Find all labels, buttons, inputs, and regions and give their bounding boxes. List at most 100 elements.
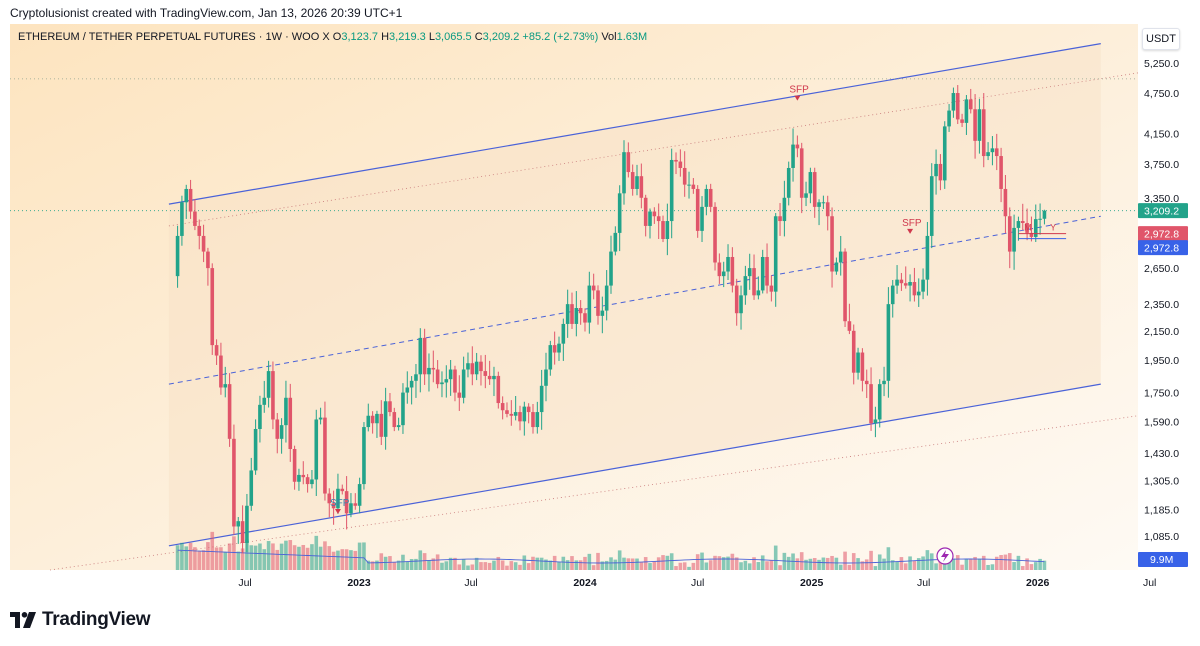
volume-bar: [639, 561, 644, 570]
volume-bar: [258, 543, 262, 570]
candle-body: [856, 352, 860, 373]
candle-body: [578, 308, 583, 314]
volume-bar: [236, 551, 241, 570]
candle-body: [600, 310, 605, 316]
volume-tag-label: 9.9M: [1150, 554, 1173, 566]
candle-body: [847, 321, 852, 331]
high-value: 3,219.3: [389, 31, 426, 43]
sfp-label: SFP: [789, 85, 809, 96]
candle-body: [817, 202, 821, 207]
level-label: M: [1024, 223, 1032, 233]
volume-bar: [986, 564, 990, 570]
volume-bar: [531, 556, 535, 570]
volume-bar: [596, 552, 600, 570]
volume-bar: [626, 558, 631, 570]
volume-bar: [578, 560, 583, 570]
volume-bar: [180, 542, 184, 570]
volume-bar: [548, 560, 553, 570]
volume-bar: [479, 562, 483, 570]
candle-body: [526, 406, 531, 413]
chart-legend: ETHEREUM / TETHER PERPETUAL FUTURES · 1W…: [18, 31, 647, 43]
volume-bar: [886, 547, 891, 570]
volume-bar: [1042, 560, 1047, 570]
candle-body: [418, 337, 423, 375]
volume-label: Vol: [601, 31, 617, 43]
volume-bar: [375, 560, 379, 570]
volume-bar: [518, 564, 522, 570]
volume-bar: [973, 556, 977, 570]
candle-body: [336, 488, 340, 509]
volume-bar: [799, 552, 804, 570]
candle-body: [531, 412, 535, 428]
candle-body: [292, 449, 297, 482]
volume-bar: [955, 555, 960, 570]
volume-bar: [487, 562, 492, 570]
candle-body: [864, 380, 869, 385]
volume-bar: [344, 549, 349, 570]
volume-bar: [188, 542, 193, 570]
volume-bar: [838, 564, 843, 570]
candle-body: [505, 410, 509, 414]
candle-body: [362, 427, 366, 485]
volume-bar: [227, 543, 232, 570]
candle-body: [552, 345, 557, 353]
volume-bar: [1012, 562, 1016, 570]
volume-bar: [496, 556, 501, 570]
candle-body: [509, 413, 514, 416]
candle-body: [617, 193, 622, 233]
candle-body: [297, 474, 301, 482]
volume-bar: [656, 557, 661, 570]
candle-body: [687, 184, 691, 186]
y-tick-label: 1,750.0: [1144, 388, 1179, 400]
candle-body: [587, 285, 592, 323]
volume-bar: [691, 562, 696, 570]
candle-body: [245, 505, 249, 543]
candle-body: [791, 144, 795, 168]
volume-bar: [1029, 564, 1034, 570]
price-chart[interactable]: SFP SFP SFP M Y 5,250.0 4,750.0 4,150.0 3,750.0…: [10, 24, 1190, 594]
candle-body: [877, 384, 882, 420]
candle-body: [193, 211, 197, 226]
footer-brand[interactable]: TradingView: [10, 608, 151, 632]
candle-body: [951, 93, 956, 111]
candle-body: [934, 163, 938, 177]
candle-body: [1038, 218, 1042, 220]
volume-bar: [717, 556, 722, 570]
currency-button[interactable]: USDT: [1142, 28, 1180, 50]
candle-body: [730, 256, 735, 286]
volume-bar: [1025, 558, 1029, 570]
candle-body: [1020, 221, 1025, 223]
y-tick-label: 1,950.0: [1144, 355, 1179, 367]
chart-area[interactable]: SFP SFP SFP M Y 5,250.0 4,750.0 4,150.0 3,750.0…: [10, 24, 1190, 594]
candle-body: [908, 282, 912, 286]
candle-body: [379, 413, 384, 437]
candle-body: [392, 412, 397, 428]
volume-bar: [214, 547, 219, 570]
candle-body: [249, 470, 254, 506]
candle-body: [539, 385, 544, 413]
y-tick-label: 2,650.0: [1144, 263, 1179, 275]
candle-body: [271, 371, 275, 420]
volume-bar: [600, 561, 605, 570]
candle-body: [284, 397, 288, 426]
volume-bar: [648, 563, 652, 570]
symbol-title[interactable]: ETHEREUM / TETHER PERPETUAL FUTURES · 1W…: [18, 31, 330, 43]
candle-body: [916, 291, 921, 296]
volume-bar: [669, 553, 674, 570]
candle-body: [548, 345, 553, 370]
candle-body: [409, 380, 414, 388]
y-tick-label: 2,350.0: [1144, 299, 1179, 311]
candle-body: [262, 397, 267, 405]
candle-body: [474, 361, 479, 375]
volume-bar: [808, 558, 813, 570]
candle-body: [1042, 210, 1047, 219]
volume-bar: [583, 556, 587, 570]
volume-bar: [284, 540, 288, 570]
y-tick-label: 1,085.0: [1144, 531, 1179, 543]
candle-body: [721, 271, 726, 277]
volume-bar: [340, 549, 345, 570]
volume-bar: [678, 562, 683, 570]
sfp-marker-icon: [334, 508, 341, 514]
volume-bar: [951, 558, 956, 570]
candle-body: [756, 290, 761, 296]
